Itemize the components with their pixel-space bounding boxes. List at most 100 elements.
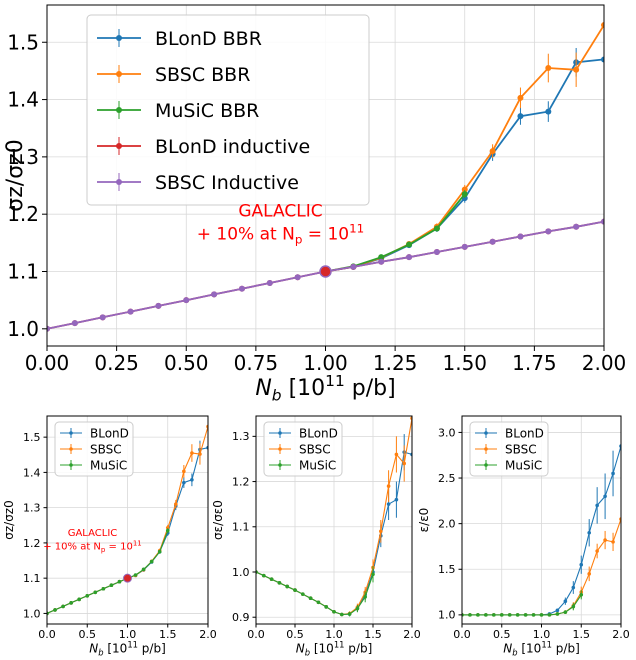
data-point <box>563 599 568 603</box>
annotation-line-1: GALACLIC <box>68 528 118 539</box>
data-point <box>157 549 162 554</box>
legend-handle-marker <box>484 447 488 451</box>
y-axis-label: σε/σε0 <box>211 500 225 540</box>
data-point <box>468 613 472 617</box>
series-line-3 <box>47 530 169 614</box>
data-point <box>517 94 524 101</box>
legend-handle-marker <box>278 431 282 435</box>
highlight-marker <box>319 265 332 278</box>
data-point <box>53 608 57 612</box>
x-tick-label: 0.0 <box>38 628 56 641</box>
y-tick-label: 1.5 <box>7 30 39 54</box>
data-point <box>117 579 122 584</box>
x-tick-label: 0.00 <box>25 351 70 375</box>
legend-handle-marker <box>484 463 488 467</box>
data-point <box>489 238 496 245</box>
data-point <box>555 608 560 613</box>
x-axis-label: Nb [1011 p/b] <box>255 372 395 404</box>
legend-handle-marker <box>116 143 122 149</box>
x-tick-label: 2.0 <box>199 628 217 641</box>
data-point <box>571 604 576 609</box>
x-tick-label: 2.0 <box>612 628 630 641</box>
legend-box <box>54 421 134 477</box>
data-point <box>127 308 134 315</box>
x-tick-label: 1.0 <box>533 628 551 641</box>
data-point <box>165 528 170 533</box>
data-point <box>406 241 413 248</box>
data-point <box>301 592 305 596</box>
data-point <box>406 254 413 261</box>
data-point <box>350 263 357 270</box>
y-tick-label: 1.0 <box>438 609 456 622</box>
legend-handle-marker <box>278 447 282 451</box>
legend-handle-marker <box>116 71 122 77</box>
annotation-line-2: + 10% at Np = 1011 <box>197 222 364 247</box>
x-tick-label: 1.0 <box>119 628 137 641</box>
data-point <box>285 584 290 589</box>
data-point <box>595 549 599 553</box>
data-point <box>324 605 329 609</box>
data-point <box>539 613 544 617</box>
data-point <box>545 108 552 115</box>
data-point <box>262 573 266 578</box>
data-point <box>182 480 186 485</box>
y-tick-label: 1.2 <box>232 475 250 488</box>
data-point <box>355 606 360 611</box>
y-axis-label: σz/σz0 <box>2 500 16 540</box>
legend-label-4: BLonD inductive <box>155 136 310 158</box>
data-point <box>579 562 584 567</box>
data-point <box>190 478 194 482</box>
y-tick-label: 1.3 <box>232 430 250 443</box>
data-point <box>47 325 50 332</box>
x-tick-label: 2.00 <box>582 351 627 375</box>
legend: BLonD SBSC MuSiC <box>469 421 549 477</box>
data-point <box>277 581 282 585</box>
data-point <box>547 613 552 617</box>
data-point <box>211 291 218 298</box>
data-point <box>238 285 245 292</box>
legend-handle-marker <box>69 431 73 435</box>
data-point <box>378 254 385 261</box>
highlight-marker <box>123 573 132 583</box>
data-point <box>61 604 65 609</box>
data-point <box>378 258 385 265</box>
y-tick-label: 1.1 <box>232 521 250 534</box>
data-point <box>461 186 468 193</box>
data-point <box>165 525 170 530</box>
legend: BLonD SBSC MuSiC <box>263 421 343 477</box>
y-tick-label: 1.4 <box>23 466 41 479</box>
chart-panel-2: 0.0 0.5 1.0 1.5 2.01.01.11.21.31.41.5Nb [101… <box>2 415 217 658</box>
legend-box <box>469 421 549 477</box>
x-axis-label: Nb [1011 p/b] <box>89 640 166 658</box>
x-axis-label: Nb [1011 p/b] <box>503 640 580 658</box>
x-tick-label: 1.25 <box>373 351 418 375</box>
y-tick-label: 1.2 <box>23 537 41 550</box>
x-tick-label: 1.0 <box>325 628 343 641</box>
legend-label-2: SBSC <box>505 442 537 456</box>
data-point <box>587 530 591 535</box>
legend-label-1: BLonD <box>299 426 338 440</box>
legend-box <box>86 14 370 206</box>
y-tick-label: 1.5 <box>23 431 41 444</box>
x-tick-label: 0.75 <box>234 351 279 375</box>
data-point <box>182 469 186 474</box>
data-point <box>517 233 524 240</box>
x-tick-label: 0.5 <box>79 628 97 641</box>
data-point <box>93 590 98 595</box>
data-point <box>77 597 81 602</box>
data-point <box>603 494 607 499</box>
data-point <box>133 573 138 577</box>
legend-label-3: MuSiC BBR <box>155 100 259 122</box>
data-point <box>183 297 190 304</box>
legend-handle-marker <box>116 179 122 185</box>
x-tick-label: 1.5 <box>159 628 177 641</box>
data-point <box>269 577 274 582</box>
x-tick-label: 1.5 <box>573 628 591 641</box>
series-group <box>462 418 621 617</box>
x-tick-label: 0.25 <box>94 351 139 375</box>
legend-label-1: BLonD <box>90 426 129 440</box>
data-point <box>198 452 202 456</box>
legend-handle-marker <box>278 463 282 467</box>
data-point <box>517 113 524 120</box>
